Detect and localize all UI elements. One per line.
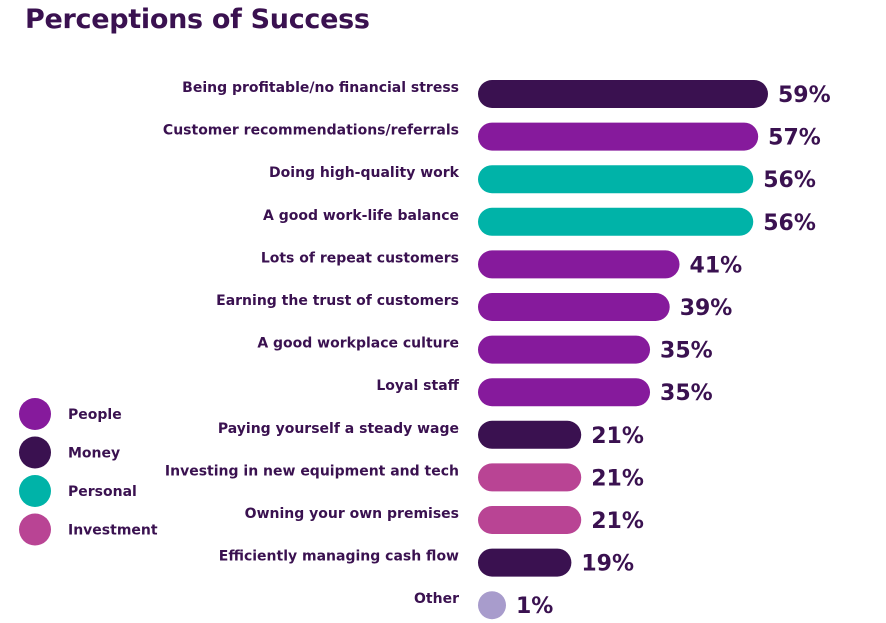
value-label: 35% bbox=[660, 339, 713, 364]
bar bbox=[478, 548, 572, 577]
bar bbox=[478, 506, 582, 534]
value-label: 56% bbox=[763, 211, 816, 236]
legend-swatch bbox=[19, 513, 51, 546]
bar bbox=[478, 293, 670, 321]
category-label: Lots of repeat customers bbox=[261, 250, 459, 266]
category-label: Earning the trust of customers bbox=[216, 293, 459, 309]
category-label: Efficiently managing cash flow bbox=[219, 549, 459, 565]
bar bbox=[478, 80, 768, 108]
category-label: Owning your own premises bbox=[245, 506, 459, 522]
value-label: 19% bbox=[581, 552, 634, 577]
value-label: 21% bbox=[591, 466, 644, 491]
value-label: 59% bbox=[778, 83, 831, 108]
category-label: A good workplace culture bbox=[257, 336, 459, 352]
value-label: 35% bbox=[660, 381, 713, 406]
legend-label: Investment bbox=[68, 523, 158, 539]
bar bbox=[478, 207, 754, 236]
category-label: Loyal staff bbox=[376, 378, 459, 394]
bar bbox=[478, 165, 754, 194]
bar bbox=[478, 378, 651, 407]
value-label: 21% bbox=[591, 509, 644, 534]
bar bbox=[478, 420, 582, 449]
bar bbox=[478, 335, 651, 364]
legend-swatch bbox=[19, 398, 51, 430]
legend-label: Money bbox=[68, 446, 120, 462]
category-label: A good work-life balance bbox=[263, 208, 459, 224]
legend-label: Personal bbox=[68, 484, 137, 500]
legend-label: People bbox=[68, 407, 122, 423]
category-label: Doing high-quality work bbox=[269, 165, 460, 181]
legend-swatch bbox=[19, 436, 51, 469]
bar bbox=[478, 122, 759, 151]
category-label: Investing in new equipment and tech bbox=[165, 463, 459, 479]
value-label: 57% bbox=[768, 126, 821, 151]
value-label: 39% bbox=[680, 296, 733, 321]
value-label: 1% bbox=[516, 594, 553, 619]
bar bbox=[478, 591, 506, 620]
value-label: 21% bbox=[591, 424, 644, 449]
value-label: 41% bbox=[690, 253, 743, 278]
category-label: Other bbox=[414, 591, 459, 607]
category-label: Being profitable/no financial stress bbox=[182, 80, 459, 96]
chart-title: Perceptions of Success bbox=[25, 4, 370, 35]
legend-swatch bbox=[19, 475, 51, 507]
value-label: 56% bbox=[763, 168, 816, 193]
category-label: Paying yourself a steady wage bbox=[218, 421, 459, 437]
bar bbox=[478, 463, 582, 492]
bar bbox=[478, 250, 680, 279]
category-label: Customer recommendations/referrals bbox=[163, 123, 459, 139]
